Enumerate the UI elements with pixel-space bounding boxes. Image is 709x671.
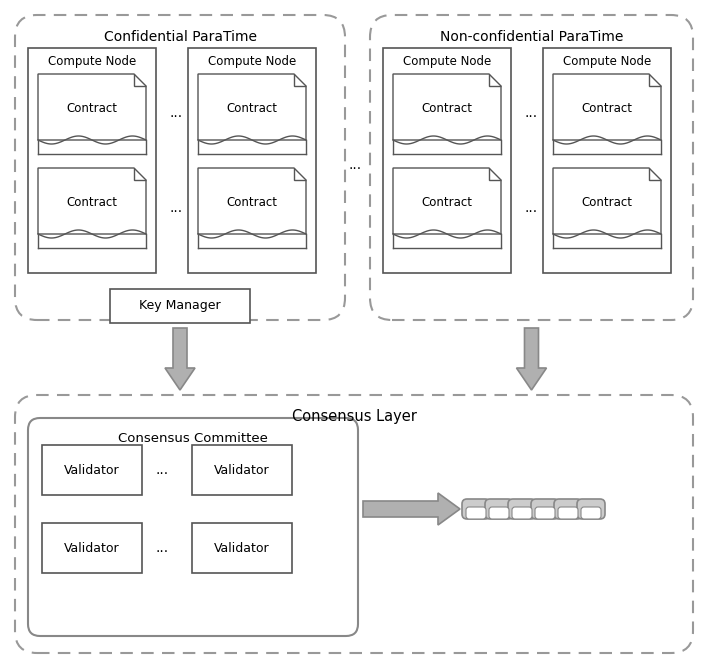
FancyBboxPatch shape (535, 507, 555, 519)
Polygon shape (198, 74, 306, 140)
Text: ...: ... (169, 201, 182, 215)
Text: ...: ... (169, 106, 182, 120)
Bar (192, 523, 292, 573)
Polygon shape (553, 168, 661, 234)
Text: Contract: Contract (421, 195, 472, 209)
Bar (110, 289, 250, 323)
Text: ...: ... (525, 201, 537, 215)
FancyBboxPatch shape (554, 499, 582, 519)
Text: Compute Node: Compute Node (563, 54, 651, 68)
Polygon shape (38, 74, 146, 140)
Text: Validator: Validator (65, 464, 120, 476)
Text: Consensus Committee: Consensus Committee (118, 431, 268, 444)
Polygon shape (516, 328, 547, 390)
Text: Contract: Contract (581, 195, 632, 209)
Polygon shape (363, 493, 460, 525)
Polygon shape (165, 328, 195, 390)
FancyBboxPatch shape (508, 499, 536, 519)
Polygon shape (198, 168, 306, 234)
Bar (28, 48, 156, 273)
FancyBboxPatch shape (558, 507, 578, 519)
FancyBboxPatch shape (485, 499, 513, 519)
Bar (192, 445, 292, 495)
Text: Compute Node: Compute Node (208, 54, 296, 68)
Bar (42, 445, 142, 495)
Text: Contract: Contract (581, 101, 632, 115)
FancyBboxPatch shape (581, 507, 601, 519)
Text: Validator: Validator (214, 464, 270, 476)
Text: Contract: Contract (421, 101, 472, 115)
Text: ...: ... (155, 541, 169, 555)
Text: Contract: Contract (67, 101, 118, 115)
Text: Compute Node: Compute Node (403, 54, 491, 68)
Text: Validator: Validator (214, 541, 270, 554)
Text: Confidential ParaTime: Confidential ParaTime (104, 30, 257, 44)
Text: Validator: Validator (65, 541, 120, 554)
FancyBboxPatch shape (466, 507, 486, 519)
Bar (543, 48, 671, 273)
Text: Compute Node: Compute Node (48, 54, 136, 68)
Bar (383, 48, 511, 273)
Text: Contract: Contract (67, 195, 118, 209)
Text: Contract: Contract (226, 101, 277, 115)
Polygon shape (393, 168, 501, 234)
FancyBboxPatch shape (28, 418, 358, 636)
Text: Non-confidential ParaTime: Non-confidential ParaTime (440, 30, 623, 44)
Text: ...: ... (155, 463, 169, 477)
Text: Contract: Contract (226, 195, 277, 209)
FancyBboxPatch shape (577, 499, 605, 519)
Bar (42, 523, 142, 573)
FancyBboxPatch shape (512, 507, 532, 519)
Polygon shape (553, 74, 661, 140)
Text: ...: ... (348, 158, 362, 172)
FancyBboxPatch shape (462, 499, 490, 519)
Bar (188, 48, 316, 273)
Polygon shape (38, 168, 146, 234)
Polygon shape (393, 74, 501, 140)
Text: Consensus Layer: Consensus Layer (291, 409, 416, 425)
FancyBboxPatch shape (489, 507, 509, 519)
FancyBboxPatch shape (531, 499, 559, 519)
Text: ...: ... (525, 106, 537, 120)
Text: Key Manager: Key Manager (139, 299, 220, 313)
